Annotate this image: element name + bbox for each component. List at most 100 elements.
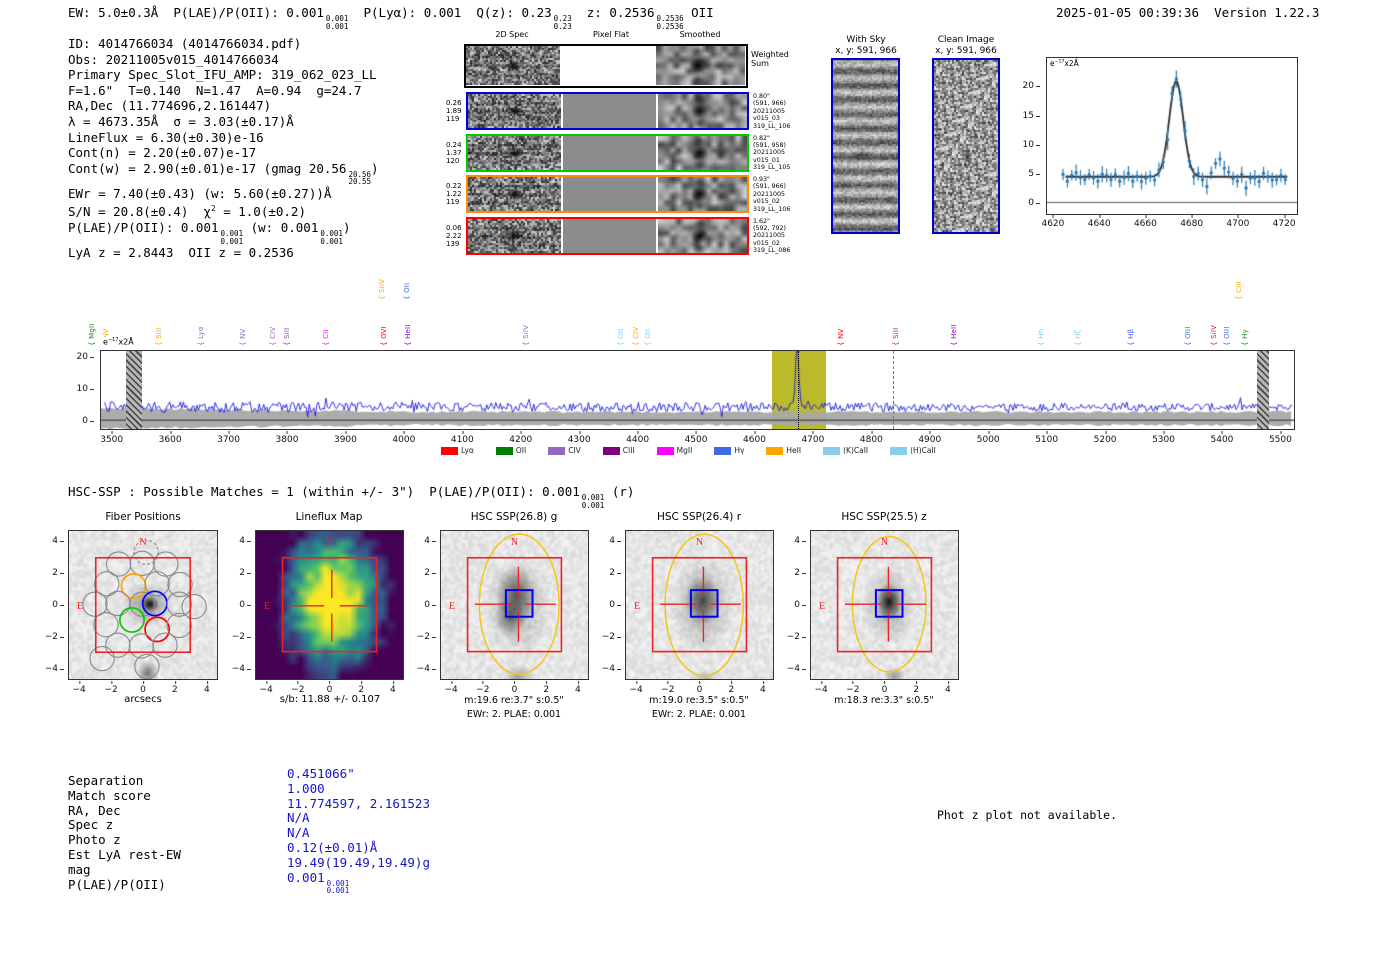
tick-label: 20 — [76, 352, 95, 363]
line-fit-inset-plot: e−17x2Å — [1046, 57, 1298, 215]
tick-label: −4 — [786, 663, 807, 674]
legend-swatch — [890, 446, 908, 455]
clean-image-title: Clean Image — [937, 35, 995, 45]
info-line-3: F=1.6" T=0.140 N=1.47 A=0.94 g=24.7 — [68, 82, 362, 98]
tick-label: −2 — [291, 681, 305, 695]
fiber-row-notes: 0.82" (591, 958) 20211005 v015_01 319_LL_105 — [753, 135, 813, 172]
tick-label: 3500 — [100, 431, 124, 445]
north-label: N — [881, 537, 888, 548]
fiber-circle — [89, 645, 115, 672]
info-line-0: ID: 4014766034 (4014766034.pdf) — [68, 36, 302, 51]
col-header-2dspec: 2D Spec — [495, 30, 529, 39]
fiber-pixelflat-image — [563, 135, 656, 170]
line-label-civ: { CIV — [631, 326, 640, 346]
fiber-smoothed-image — [658, 135, 747, 170]
clean-image-frame — [932, 58, 1000, 234]
tick-label: 4 — [52, 536, 64, 547]
tick-label: 4720 — [1272, 215, 1296, 229]
hsc-g-y-axis: 4 2 0 −2 −4 — [410, 530, 437, 680]
info-line-8: Cont(w) = 2.90(±0.01)e-17 (gmag 20.56 20.… — [68, 160, 379, 187]
legend-label: CIII — [622, 446, 635, 455]
match-label: P(LAE)/P(OII) — [68, 876, 166, 892]
stacked-fraction: 0.001 0.001 — [320, 229, 343, 246]
match-label: Photo z — [68, 832, 121, 848]
tick-label: 2 — [609, 568, 621, 579]
weighted-2d-spec-image — [466, 46, 560, 85]
line-label-nv: { NV — [837, 328, 846, 346]
row-weights: 0.22 1.22 119 — [446, 182, 464, 206]
line-label-cii: { CII — [321, 329, 330, 346]
fiber-row-frame — [466, 175, 749, 213]
photz-unavailable-note: Phot z plot not available. — [937, 808, 1118, 822]
row-weights: 0.06 2.22 139 — [446, 224, 464, 248]
spectrum-flux-units-label: e−17x2Å — [102, 337, 135, 347]
info-line-2: Primary Spec_Slot_IFU_AMP: 319_062_023_L… — [68, 67, 377, 83]
north-label: N — [326, 537, 333, 548]
hsc-z-image — [811, 531, 958, 679]
detection-info-block: ID: 4014766034 (4014766034.pdf) Obs: 2021… — [68, 36, 379, 261]
tick-label: −2 — [231, 631, 252, 642]
tick-label: −2 — [661, 681, 675, 695]
tick-label: 4 — [794, 536, 806, 547]
fiber-note-line: 20211005 — [753, 149, 786, 157]
legend-label: MgII — [676, 446, 693, 455]
tick-label: 4640 — [1087, 215, 1111, 229]
fiber-note-line: 20211005 — [753, 232, 786, 240]
hsc-z-caption: m:18.3 re:3.3" s:0.5" — [834, 695, 934, 706]
version-text: Version 1.22.3 — [1214, 5, 1320, 20]
tick-label: 4800 — [859, 431, 883, 445]
hsc-r-caption: m:19.0 re:3.5" s:0.5" — [649, 695, 749, 706]
tick-label: 4620 — [1041, 215, 1065, 229]
tick-label: 15 — [1022, 110, 1041, 121]
panel-title-hsc-r: HSC SSP(26.4) r — [656, 511, 742, 523]
col-header-smoothed: Smoothed — [679, 30, 721, 39]
weight-value: 1.37 — [446, 148, 462, 157]
catalog-position-square — [689, 589, 719, 618]
weight-value: 0.24 — [446, 140, 462, 149]
fiber-note-line: 0.93" — [753, 176, 770, 183]
tick-label: 2 — [358, 681, 365, 695]
tick-label: 4 — [945, 681, 951, 695]
weighted-pixelflat-image — [560, 46, 656, 85]
fiber-note-line: (591, 958) — [753, 141, 786, 149]
lineflux-x-axis: −4 −2 0 2 4 — [255, 681, 404, 695]
info-line-4: RA,Dec (11.774696,2.161447) — [68, 98, 272, 114]
spectrum-x-axis: 3500 3600 3700 3800 3900 4000 4100 4200 4300 4400… — [100, 431, 1295, 445]
match-label: Separation — [68, 773, 144, 788]
tick-label: 4100 — [450, 431, 474, 445]
tick-label: 4900 — [918, 431, 942, 445]
line-label-lyα: { Lyα — [197, 326, 206, 346]
tick-label: 3700 — [217, 431, 240, 445]
line-label-siii: { SiII — [283, 327, 292, 346]
fiber-row-notes: 0.80" (591, 966) 20211005 v015_03 319_LL_106 — [753, 93, 813, 130]
tick-label: 0 — [511, 681, 518, 695]
legend-item: (K)CaII — [823, 446, 868, 455]
hsc-z-y-axis: 4 2 0 −2 −4 — [780, 530, 807, 680]
info-line-5: λ = 4673.35Å σ = 3.03(±0.17)Å — [68, 113, 294, 129]
extent-box — [466, 556, 563, 653]
aperture-ellipse — [664, 533, 745, 677]
hsc-z-x-axis: −4 −2 0 2 4 — [810, 681, 959, 695]
info-line-6: LineFlux = 6.30(±0.30)e-16 — [68, 129, 264, 145]
fiber-note-line: 20211005 — [753, 107, 786, 115]
tick-label: 0 — [609, 600, 621, 610]
stacked-fraction: 0.23 0.23 — [553, 14, 572, 31]
stacked-fraction: 0.001 0.001 — [326, 878, 350, 896]
tick-label: −2 — [786, 631, 807, 642]
weight-value: 0.06 — [446, 223, 462, 232]
fiber-circle — [166, 612, 192, 639]
fiber-smoothed-image — [658, 218, 747, 253]
info-line-7: Cont(n) = 2.20(±0.07)e-17 — [68, 145, 257, 161]
legend-item: Lyα — [441, 446, 474, 455]
north-label: N — [139, 537, 146, 548]
hsc-g-overlay: NE — [449, 533, 563, 676]
row-weights: 0.24 1.37 120 — [446, 141, 464, 165]
fiber-circle — [120, 573, 147, 600]
fiber-circle — [166, 591, 192, 617]
info-line-11: P(LAE)/P(OII): 0.001 0.001 0.001 (w: 0.001… — [68, 220, 351, 246]
legend-item: CIII — [602, 446, 635, 455]
line-label-siii: { SiII — [155, 327, 164, 346]
tick-label: −2 — [601, 631, 622, 642]
fiber-2d-spec-image — [468, 218, 561, 253]
